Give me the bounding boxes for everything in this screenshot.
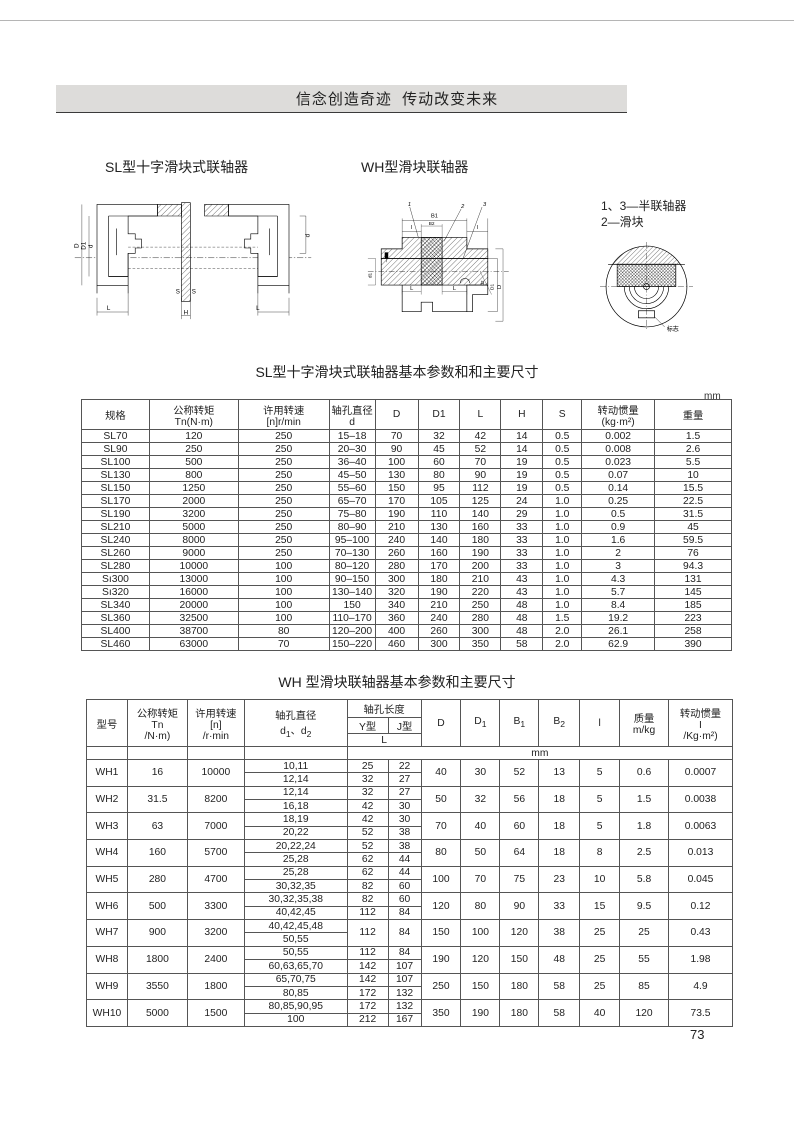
svg-text:d: d bbox=[88, 244, 95, 248]
svg-text:B2: B2 bbox=[429, 221, 435, 227]
svg-text:l: l bbox=[411, 225, 412, 231]
svg-text:B1: B1 bbox=[431, 213, 438, 219]
svg-text:标志: 标志 bbox=[667, 325, 679, 333]
svg-text:D1: D1 bbox=[80, 241, 87, 249]
svg-text:L: L bbox=[107, 305, 111, 312]
svg-text:1: 1 bbox=[408, 202, 411, 208]
svg-text:l: l bbox=[477, 225, 478, 231]
svg-text:L: L bbox=[453, 286, 456, 292]
svg-text:L: L bbox=[256, 305, 260, 312]
svg-text:H: H bbox=[184, 310, 189, 317]
svg-text:D: D bbox=[73, 243, 80, 248]
svg-text:D: D bbox=[497, 285, 503, 289]
svg-text:d1: d1 bbox=[368, 273, 374, 279]
svg-text:2: 2 bbox=[460, 204, 465, 210]
svg-text:3: 3 bbox=[483, 202, 487, 208]
svg-text:d2: d2 bbox=[480, 280, 486, 286]
svg-text:S: S bbox=[192, 288, 196, 295]
svg-text:d: d bbox=[304, 233, 311, 237]
svg-text:S: S bbox=[176, 288, 180, 295]
svg-text:D1: D1 bbox=[490, 284, 496, 290]
svg-text:L: L bbox=[410, 286, 413, 292]
